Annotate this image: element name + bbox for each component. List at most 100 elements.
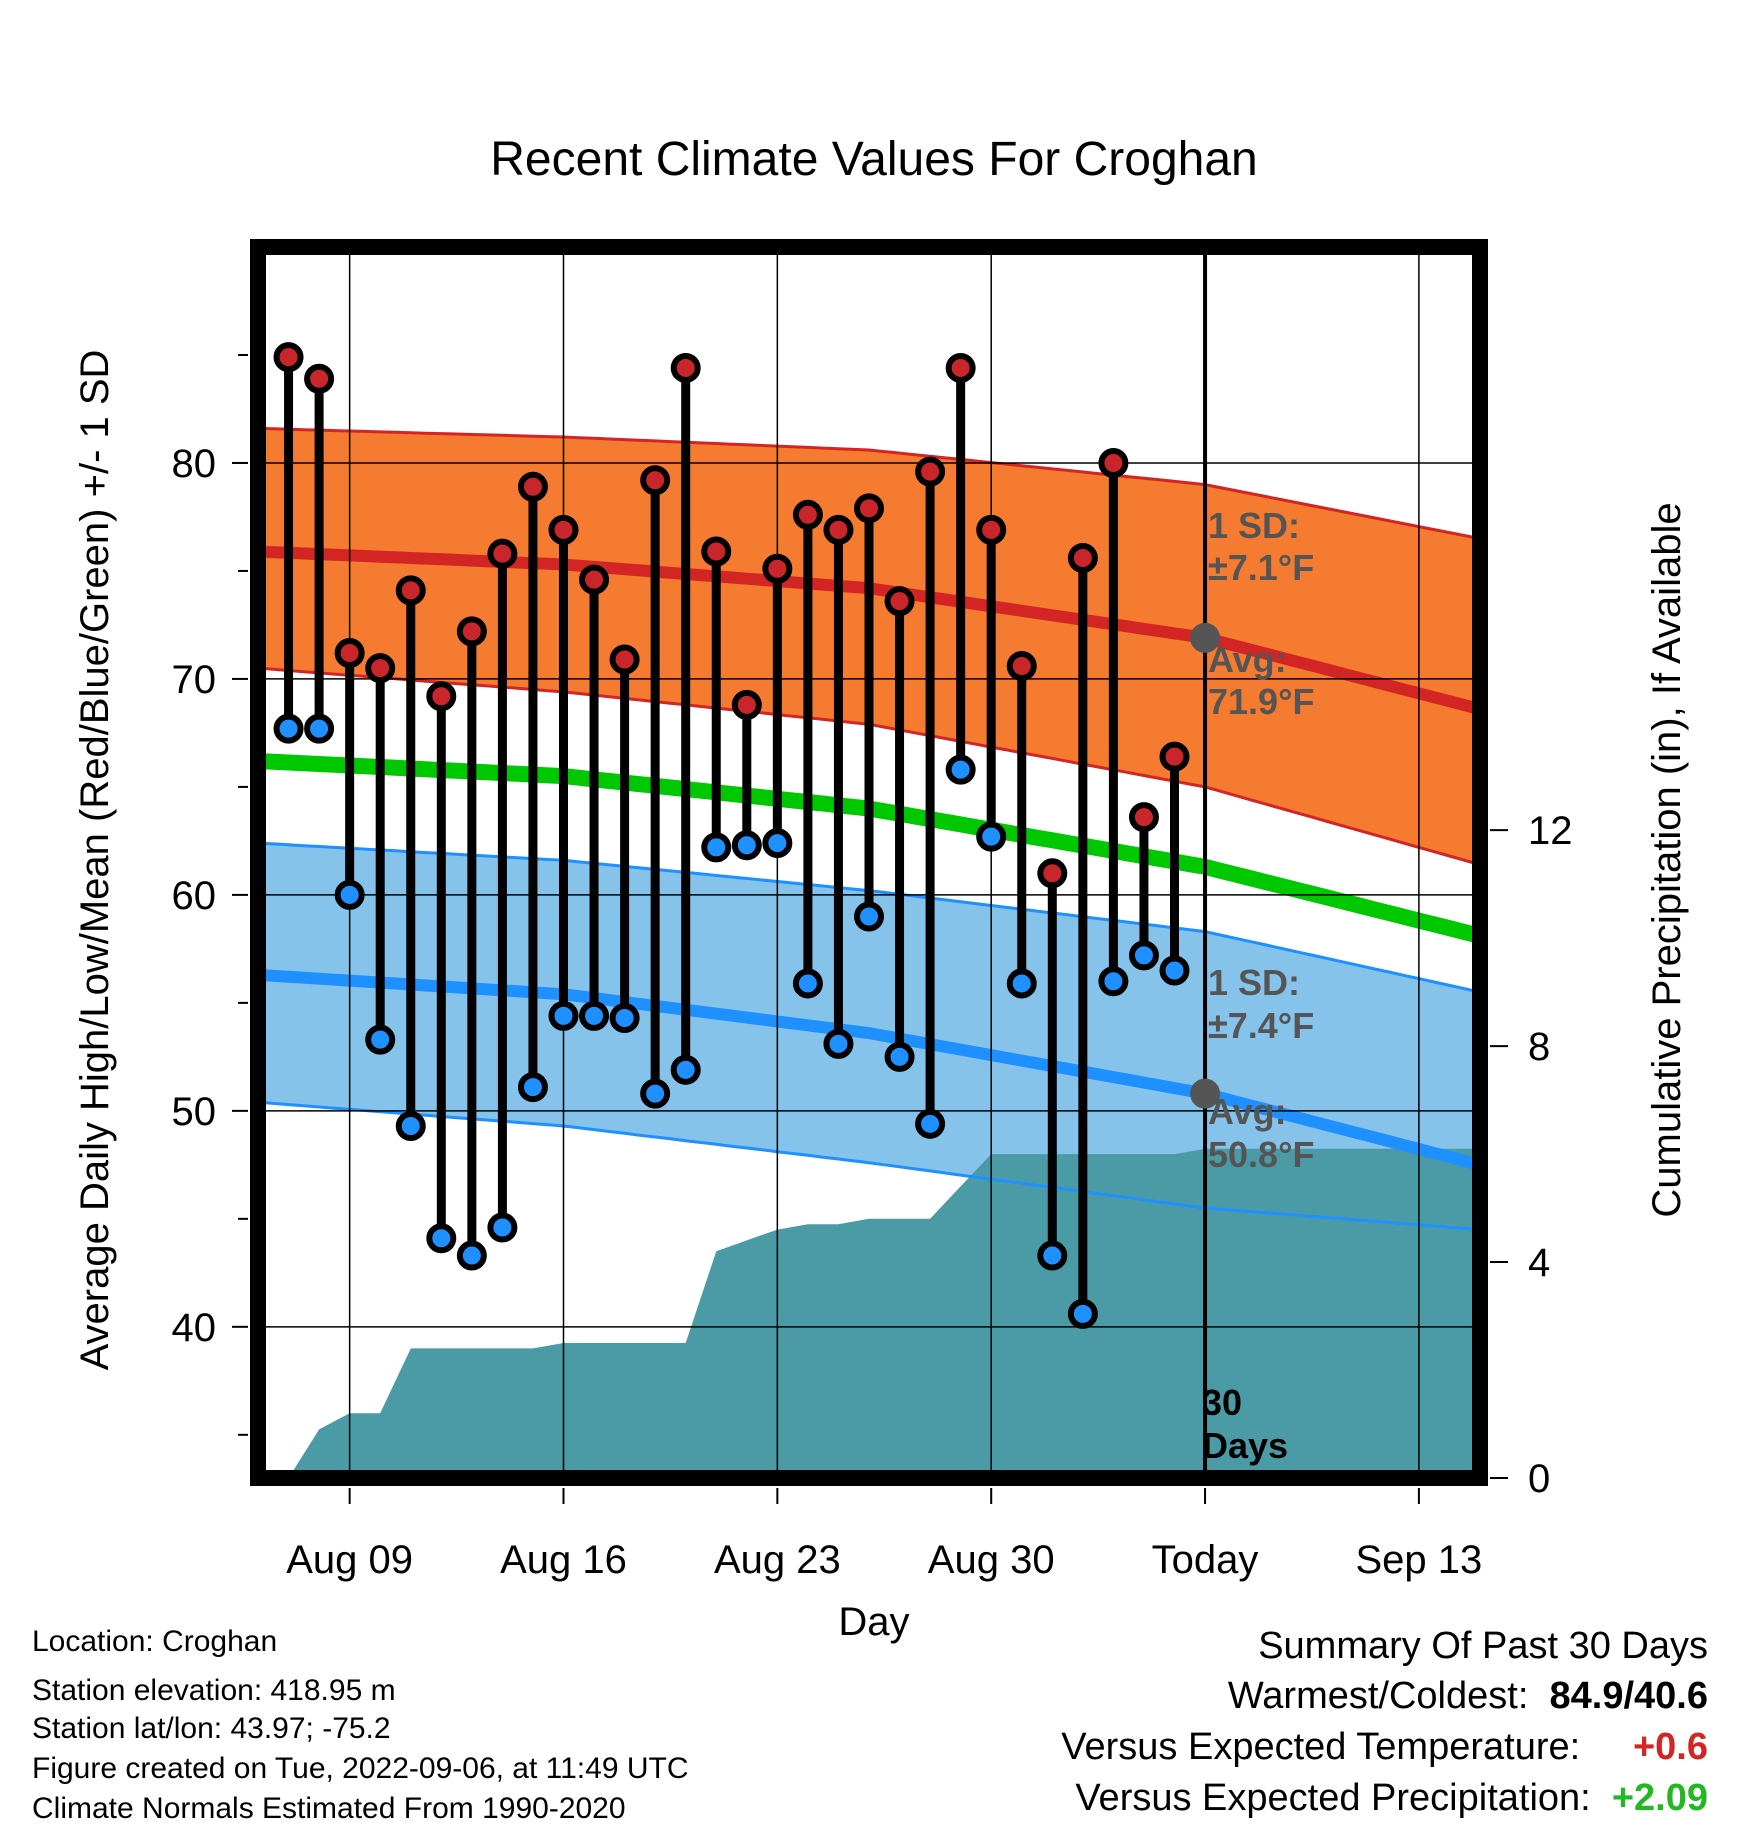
low-point bbox=[976, 821, 1007, 852]
high-point bbox=[1006, 650, 1037, 681]
info-latlon: Station lat/lon: 43.97; -75.2 bbox=[32, 1712, 391, 1745]
low-point bbox=[670, 1054, 701, 1085]
high-point bbox=[701, 536, 732, 567]
info-created: Figure created on Tue, 2022-09-06, at 11… bbox=[32, 1752, 689, 1785]
info-normals: Climate Normals Estimated From 1990-2020 bbox=[32, 1792, 626, 1825]
low-point bbox=[1098, 966, 1129, 997]
y2-tick-label: 8 bbox=[1528, 1025, 1550, 1069]
y-tick-label: 70 bbox=[172, 658, 217, 702]
low-point bbox=[640, 1078, 671, 1109]
high-sd-upper-line bbox=[258, 426, 1480, 541]
low-avg-value: 50.8°F bbox=[1208, 1134, 1314, 1175]
high-point bbox=[334, 638, 365, 669]
low-point bbox=[548, 1000, 579, 1031]
high-point bbox=[1037, 858, 1068, 889]
high-point bbox=[456, 616, 487, 647]
x-axis-label: Day bbox=[838, 1600, 909, 1644]
today-days-number: 30 bbox=[1202, 1382, 1242, 1423]
high-point bbox=[365, 653, 396, 684]
low-point bbox=[334, 879, 365, 910]
high-point bbox=[548, 514, 579, 545]
high-point bbox=[517, 471, 548, 502]
plot-frame bbox=[250, 239, 1488, 1486]
low-point bbox=[854, 901, 884, 932]
high-point bbox=[945, 352, 976, 383]
x-tick-label: Aug 23 bbox=[714, 1538, 841, 1582]
high-avg-value: 71.9°F bbox=[1208, 681, 1314, 722]
high-point bbox=[395, 575, 426, 606]
high-point bbox=[579, 564, 610, 595]
low-avg-line bbox=[258, 968, 1480, 1171]
low-point bbox=[915, 1108, 946, 1139]
x-tick-label: Sep 13 bbox=[1356, 1538, 1483, 1582]
plot-inner bbox=[258, 247, 1480, 1478]
high-avg-label: Avg: bbox=[1208, 639, 1287, 680]
x-tick-label: Aug 16 bbox=[500, 1538, 627, 1582]
high-point bbox=[762, 553, 793, 584]
high-point bbox=[915, 456, 946, 487]
summary-temp: Versus Expected Temperature: +0.6 bbox=[1061, 1728, 1708, 1766]
x-tick-label: Aug 30 bbox=[928, 1538, 1055, 1582]
high-point bbox=[976, 514, 1007, 545]
low-sd-value: ±7.4°F bbox=[1208, 1005, 1314, 1046]
low-point bbox=[945, 754, 976, 785]
summary-temp-label: Versus Expected Temperature: bbox=[1061, 1726, 1581, 1768]
y2-axis-label: Cumulative Precipitation (in), If Availa… bbox=[1645, 502, 1689, 1217]
high-point bbox=[426, 681, 457, 712]
low-point bbox=[1006, 968, 1037, 999]
low-point bbox=[1159, 955, 1190, 986]
low-sd-label: 1 SD: bbox=[1208, 962, 1300, 1003]
summary-title: Summary Of Past 30 Days bbox=[1258, 1625, 1708, 1667]
low-point bbox=[1037, 1240, 1068, 1271]
x-tick-label: Aug 09 bbox=[286, 1538, 413, 1582]
y-tick-label: 60 bbox=[172, 874, 217, 918]
summary-precip: Versus Expected Precipitation: +2.09 bbox=[1075, 1779, 1708, 1817]
summary-precip-value: +2.09 bbox=[1611, 1777, 1708, 1819]
y2-tick-label: 12 bbox=[1528, 809, 1573, 853]
summary-warmest: Warmest/Coldest: 84.9/40.6 bbox=[1228, 1677, 1708, 1715]
y-tick-label: 40 bbox=[172, 1306, 217, 1350]
low-point bbox=[1067, 1298, 1098, 1329]
high-point bbox=[609, 644, 640, 675]
chart-title: Recent Climate Values For Croghan bbox=[490, 133, 1257, 186]
high-point bbox=[304, 363, 335, 394]
low-point bbox=[365, 1024, 396, 1055]
high-point bbox=[1128, 802, 1159, 833]
low-point bbox=[731, 830, 762, 861]
low-point bbox=[762, 828, 793, 859]
high-point bbox=[640, 465, 671, 496]
low-point bbox=[304, 713, 335, 744]
low-point bbox=[823, 1028, 854, 1059]
low-sd-lower-line bbox=[258, 1100, 1480, 1232]
low-avg-label: Avg: bbox=[1208, 1091, 1287, 1132]
summary-warmest-value: 84.9/40.6 bbox=[1549, 1675, 1708, 1717]
high-sd-label: 1 SD: bbox=[1208, 505, 1300, 546]
high-point bbox=[1098, 447, 1129, 478]
high-point bbox=[273, 342, 304, 373]
high-sd-value: ±7.1°F bbox=[1208, 547, 1314, 588]
today-days-label: Days bbox=[1202, 1425, 1288, 1466]
high-point bbox=[1159, 741, 1190, 772]
low-point bbox=[1128, 940, 1159, 971]
summary-warmest-label: Warmest/Coldest: bbox=[1227, 1675, 1529, 1717]
high-point bbox=[731, 689, 762, 720]
low-point bbox=[701, 832, 732, 863]
low-point bbox=[517, 1072, 548, 1103]
low-point bbox=[426, 1223, 457, 1254]
y-tick-label: 50 bbox=[172, 1090, 217, 1134]
summary-precip-label: Versus Expected Precipitation: bbox=[1075, 1777, 1591, 1819]
low-point bbox=[487, 1212, 518, 1243]
low-point bbox=[456, 1240, 487, 1271]
info-location: Location: Croghan bbox=[32, 1625, 278, 1658]
x-tick-label: Today bbox=[1152, 1538, 1259, 1582]
summary-temp-value: +0.6 bbox=[1632, 1726, 1708, 1768]
high-point bbox=[1067, 542, 1098, 573]
y2-tick-label: 4 bbox=[1528, 1241, 1550, 1285]
low-point bbox=[273, 713, 304, 744]
low-point bbox=[579, 1000, 610, 1031]
y2-tick-label: 0 bbox=[1528, 1457, 1550, 1501]
y-tick-label: 80 bbox=[172, 442, 217, 486]
high-point bbox=[854, 493, 884, 524]
